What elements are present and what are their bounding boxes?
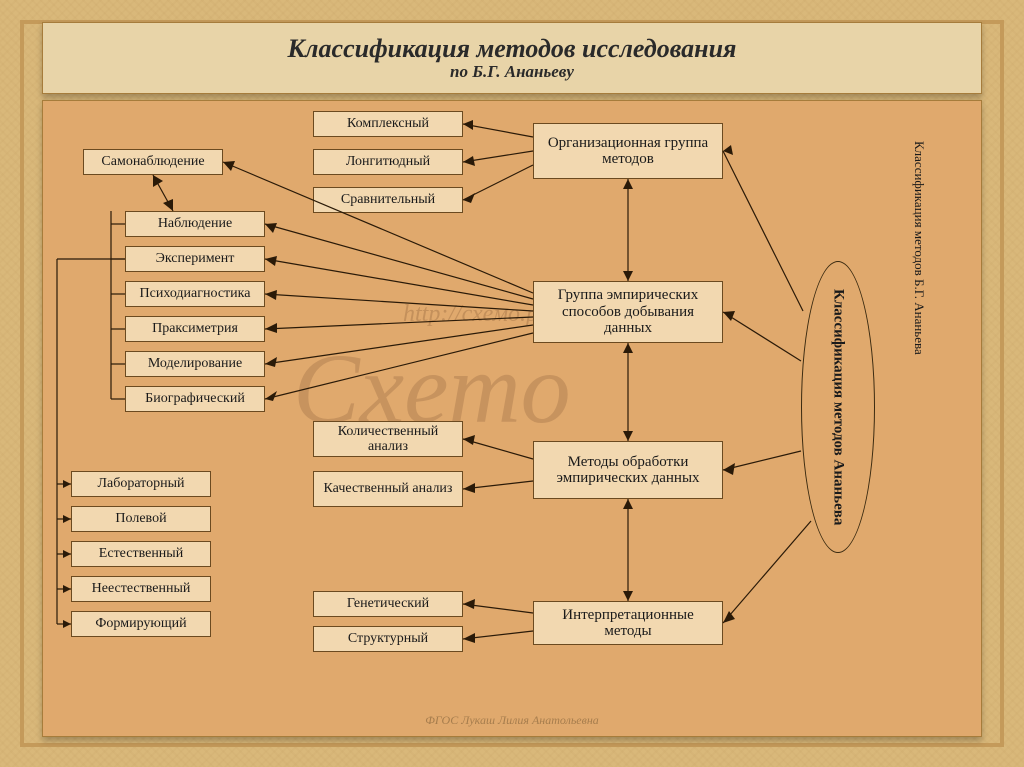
edge-root-g3 [723, 451, 801, 475]
edge-g3-n1 [463, 435, 533, 459]
edge-root-g4 [723, 521, 811, 623]
edge-g4-p2 [463, 631, 533, 643]
edge-g2-g3 [623, 343, 633, 441]
edge-bus-c4 [57, 585, 71, 593]
edge-g4-p1 [463, 599, 533, 613]
edge-bus-c5 [57, 620, 71, 628]
edge-g2-b2 [265, 256, 533, 305]
edge-root-g1 [723, 145, 803, 311]
edge-g1-m2 [463, 151, 533, 166]
edge-g3-n2 [463, 481, 533, 493]
edge-g1-m1 [463, 120, 533, 137]
edge-bus-c1 [57, 480, 71, 488]
edge-bus-c2 [57, 515, 71, 523]
footer-credit: ФГОС Лукаш Лилия Анатольевна [43, 713, 981, 728]
edge-g2-b3 [265, 290, 533, 311]
edge-g1-m3 [463, 165, 533, 203]
title-main: Классификация методов исследования [288, 34, 737, 64]
edge-g2-b6 [265, 333, 533, 401]
title-bar: Классификация методов исследования по Б.… [42, 22, 982, 94]
edge-g1-g2 [623, 179, 633, 281]
edge-g2-b1 [265, 223, 533, 299]
edge-a1-b1 [153, 175, 173, 211]
edge-g2-b5 [265, 325, 533, 367]
title-sub: по Б.Г. Ананьеву [450, 62, 574, 82]
diagram-canvas: http://схемо.рф Cxemo Самонаблюдение Наб… [42, 100, 982, 737]
edge-g3-g4 [623, 499, 633, 601]
edge-root-g2 [723, 311, 801, 361]
edge-bus-c3 [57, 550, 71, 558]
connectors [43, 101, 981, 736]
